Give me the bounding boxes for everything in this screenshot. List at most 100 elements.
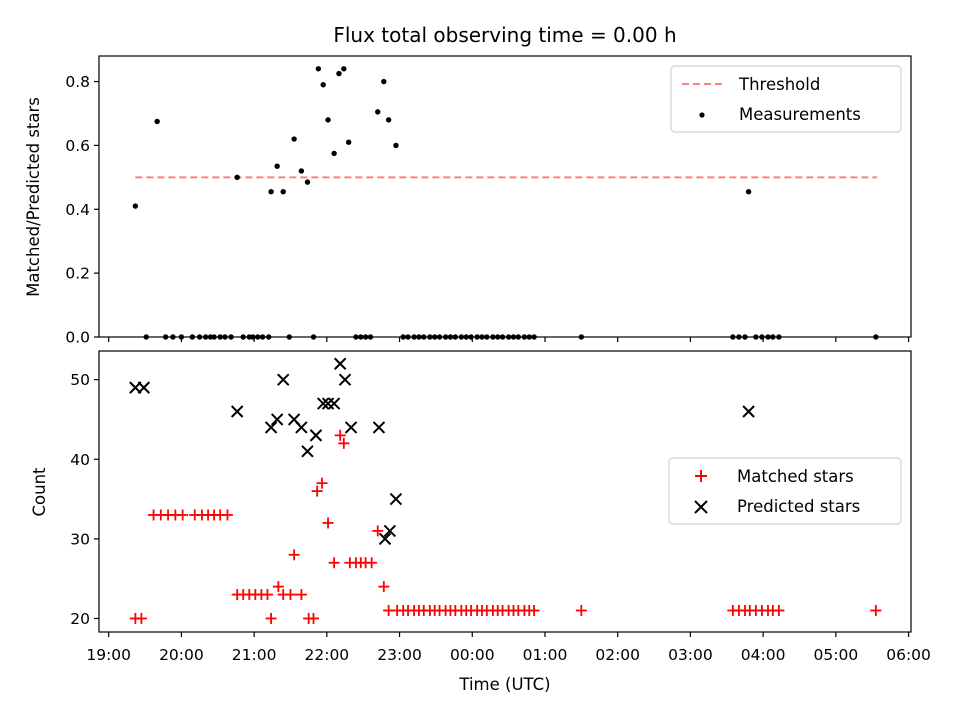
bottom-y-ticks: 20 30 40 50 (70, 371, 99, 628)
top-y-tick-label-0: 0.0 (65, 329, 90, 347)
top-y-ticks: 0.0 0.2 0.4 0.6 0.8 (65, 73, 99, 347)
matched-star-point-28 (316, 477, 328, 489)
matched-star-point-37 (366, 557, 378, 569)
bottom-legend: Matched stars Predicted stars (668, 457, 902, 525)
measurement-point-26 (298, 168, 305, 174)
predicted-star-point-2 (230, 405, 244, 418)
measurement-point-29 (315, 66, 322, 72)
measurement-point-74 (745, 189, 752, 195)
predicted-star-point-15 (344, 421, 358, 434)
matched-star-point-22 (284, 589, 296, 601)
top-y-tick-label-1: 0.2 (65, 265, 90, 283)
bottom-x-tick-label-7: 02:00 (595, 646, 640, 664)
matched-star-point-1 (135, 612, 147, 624)
bottom-y-tick-label-0: 20 (70, 610, 90, 628)
predicted-star-point-10 (317, 397, 330, 410)
measurement-point-27 (304, 179, 311, 185)
predicted-star-point-3 (264, 421, 278, 434)
measurement-point-43 (393, 142, 399, 149)
top-legend: Threshold Measurements (670, 65, 902, 133)
top-plot-frame (98, 55, 912, 338)
legend-predicted-label: Predicted stars (737, 497, 860, 516)
bottom-legend-box (668, 457, 902, 525)
matched-star-point-23 (288, 549, 300, 561)
matched-star-point-6 (177, 509, 189, 521)
bottom-plot-frame (98, 350, 912, 633)
measurement-point-42 (385, 117, 392, 123)
matched-star-point-27 (311, 485, 323, 497)
bottom-x-tick-label-2: 21:00 (232, 646, 277, 664)
bottom-y-tick-label-2: 40 (70, 451, 90, 469)
bottom-panel: Count Time (UTC) 20 30 40 50 19:00 20:00 21:0… (30, 350, 931, 694)
bottom-x-ticks: 19:00 20:00 21:00 22:00 23:00 00:00 01:00 02:00… (86, 632, 931, 664)
bottom-x-axis-label: Time (UTC) (458, 675, 550, 694)
matched-star-point-31 (334, 429, 346, 441)
top-legend-box (670, 65, 902, 133)
legend-threshold-label: Threshold (738, 75, 820, 94)
matched-star-point-39 (378, 581, 390, 593)
matched-star-point-18 (261, 589, 273, 601)
bottom-x-tick-label-0: 19:00 (86, 646, 131, 664)
bottom-y-tick-label-3: 50 (70, 371, 90, 389)
measurement-point-0 (132, 203, 139, 209)
top-panel: Matched/Predicted stars 0.00.20.40.60.8 … (24, 55, 912, 347)
predicted-star-point-9 (309, 429, 323, 442)
predicted-star-point-13 (333, 357, 347, 370)
bottom-x-tick-label-11: 06:00 (886, 646, 931, 664)
bottom-x-tick-label-6: 01:00 (523, 646, 568, 664)
measurement-point-32 (331, 150, 337, 157)
predicted-star-point-5 (277, 373, 290, 386)
matched-star-point-12 (221, 509, 233, 521)
top-y-tick-label-3: 0.6 (65, 137, 90, 155)
measurement-point-25 (291, 136, 297, 142)
top-y-tick-label-4: 0.8 (65, 73, 90, 91)
predicted-star-point-8 (301, 445, 314, 458)
bottom-y-axis-label: Count (30, 467, 49, 517)
predicted-star-point-14 (338, 373, 352, 386)
matched-star-point-68 (575, 605, 587, 617)
matched-star-point-67 (528, 605, 540, 617)
matched-star-point-77 (773, 605, 785, 617)
bottom-plot-marks (129, 357, 882, 624)
matched-star-point-24 (295, 589, 307, 601)
measurement-point-34 (341, 66, 347, 72)
measurement-point-2 (154, 118, 160, 125)
measurement-point-14 (234, 174, 240, 181)
predicted-star-point-19 (389, 492, 403, 506)
bottom-x-tick-label-1: 20:00 (159, 646, 204, 664)
legend-measurements-swatch (699, 112, 705, 118)
top-y-tick-label-2: 0.4 (65, 201, 90, 219)
matched-star-point-32 (338, 437, 350, 449)
bottom-x-tick-label-3: 22:00 (305, 646, 350, 664)
measurement-point-35 (345, 139, 352, 145)
predicted-star-point-16 (372, 421, 386, 434)
matched-star-point-26 (308, 612, 320, 624)
predicted-star-point-4 (270, 413, 284, 426)
predicted-star-point-12 (327, 397, 341, 410)
bottom-x-tick-label-5: 00:00 (450, 646, 495, 664)
bottom-y-tick-label-1: 30 (70, 530, 90, 548)
bottom-x-tick-label-4: 23:00 (377, 646, 422, 664)
top-y-axis-label: Matched/Predicted stars (24, 97, 43, 297)
chart-title: Flux total observing time = 0.00 h (333, 23, 676, 47)
matched-star-point-38 (372, 525, 384, 537)
measurement-point-22 (274, 163, 280, 169)
measurement-point-21 (268, 189, 274, 195)
measurement-point-23 (280, 189, 286, 195)
predicted-star-point-20 (742, 405, 755, 418)
measurement-point-30 (320, 82, 326, 88)
predicted-star-point-18 (383, 524, 397, 538)
measurement-point-41 (381, 78, 387, 85)
bottom-x-tick-label-8: 03:00 (668, 646, 713, 664)
matched-star-point-30 (328, 557, 340, 569)
matched-star-point-78 (870, 605, 882, 617)
legend-predicted-swatch (694, 500, 708, 514)
bottom-x-tick-label-10: 05:00 (814, 646, 859, 664)
matched-star-point-20 (272, 581, 284, 593)
legend-matched-swatch (695, 470, 707, 482)
matched-star-point-29 (322, 517, 334, 529)
bottom-x-tick-label-9: 04:00 (741, 646, 786, 664)
measurement-point-40 (375, 109, 381, 115)
measurement-point-33 (336, 70, 342, 77)
